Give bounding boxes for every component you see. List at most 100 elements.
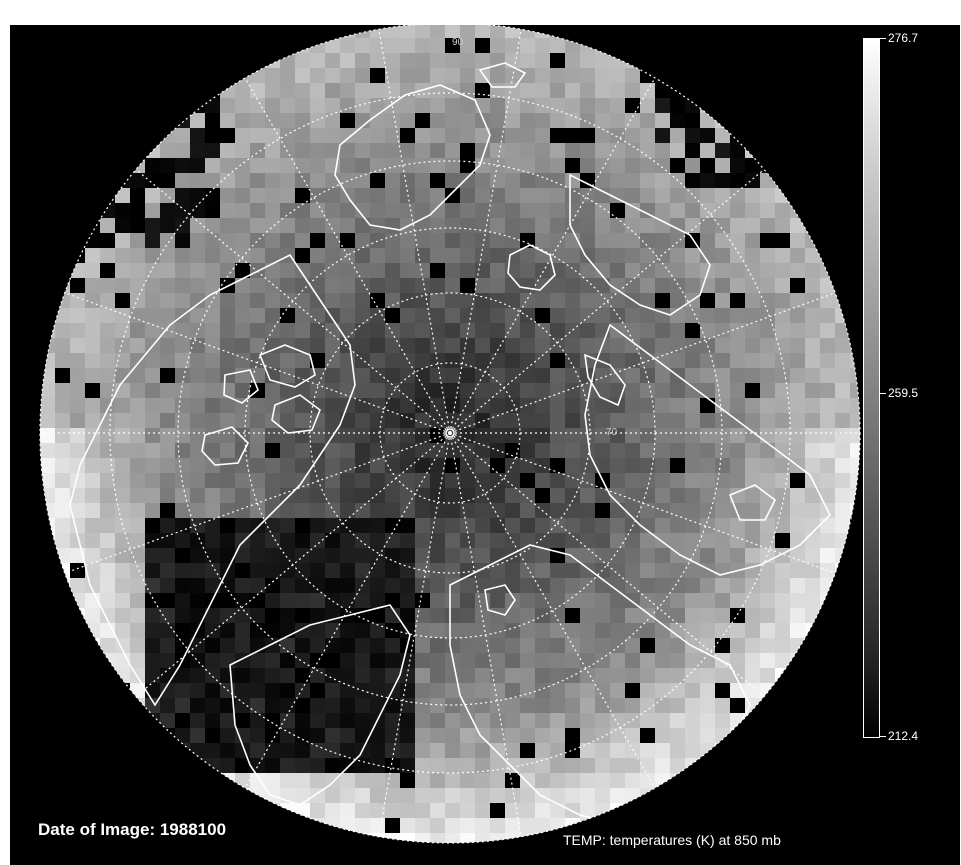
temperature-cell <box>490 773 505 788</box>
temperature-cell <box>550 98 565 113</box>
temperature-cell <box>265 698 280 713</box>
temperature-cell <box>565 53 580 68</box>
temperature-cell <box>610 443 625 458</box>
temperature-cell <box>325 278 340 293</box>
temperature-cell <box>490 25 505 38</box>
temperature-cell <box>115 443 130 458</box>
temperature-cell <box>220 398 235 413</box>
temperature-cell <box>835 428 850 443</box>
temperature-cell <box>265 743 280 758</box>
temperature-cell <box>565 428 580 443</box>
temperature-cell <box>130 263 145 278</box>
temperature-cell <box>145 203 160 218</box>
temperature-cell <box>550 398 565 413</box>
temperature-cell <box>595 233 610 248</box>
temperature-cell <box>55 293 70 308</box>
temperature-cell <box>325 458 340 473</box>
temperature-cell <box>430 143 445 158</box>
temperature-cell <box>445 623 460 638</box>
temperature-cell <box>445 263 460 278</box>
temperature-cell <box>670 743 685 758</box>
temperature-cell <box>565 413 580 428</box>
temperature-cell <box>220 323 235 338</box>
temperature-cell <box>190 323 205 338</box>
temperature-cell <box>475 443 490 458</box>
temperature-cell <box>340 458 355 473</box>
temperature-cell <box>475 698 490 713</box>
temperature-cell <box>460 293 475 308</box>
temperature-cell <box>100 488 115 503</box>
temperature-cell <box>805 248 820 263</box>
temperature-cell <box>235 233 250 248</box>
temperature-cell <box>175 638 190 653</box>
temperature-cell <box>580 728 595 743</box>
temperature-cell <box>310 83 325 98</box>
temperature-cell <box>250 488 265 503</box>
temperature-cell <box>625 743 640 758</box>
temperature-cell <box>235 173 250 188</box>
temperature-cell <box>445 38 460 53</box>
temperature-cell <box>685 623 700 638</box>
temperature-cell <box>310 68 325 83</box>
temperature-cell <box>535 38 550 53</box>
temperature-cell <box>40 293 55 308</box>
temperature-cell <box>325 293 340 308</box>
temperature-cell <box>415 638 430 653</box>
temperature-cell <box>340 773 355 788</box>
temperature-cell <box>685 743 700 758</box>
temperature-cell <box>640 368 655 383</box>
temperature-cell <box>205 428 220 443</box>
date-of-image-label: Date of Image: 1988100 <box>38 820 227 839</box>
temperature-cell <box>610 353 625 368</box>
temperature-cell <box>640 323 655 338</box>
temperature-cell <box>460 803 475 818</box>
temperature-cell <box>385 128 400 143</box>
temperature-cell <box>385 173 400 188</box>
temperature-cell <box>760 158 775 173</box>
temperature-cell <box>580 98 595 113</box>
temperature-cell <box>535 338 550 353</box>
temperature-cell <box>610 488 625 503</box>
temperature-cell <box>550 203 565 218</box>
temperature-cell <box>520 398 535 413</box>
temperature-cell <box>400 833 415 843</box>
temperature-cell <box>385 188 400 203</box>
temperature-cell <box>100 218 115 233</box>
temperature-cell <box>70 323 85 338</box>
temperature-cell <box>760 518 775 533</box>
temperature-cell <box>370 293 385 308</box>
temperature-cell <box>235 698 250 713</box>
temperature-cell <box>640 308 655 323</box>
temperature-cell <box>205 473 220 488</box>
temperature-cell <box>190 758 205 773</box>
temperature-cell <box>505 743 520 758</box>
temperature-cell <box>370 743 385 758</box>
temperature-cell <box>400 353 415 368</box>
temperature-cell <box>445 338 460 353</box>
temperature-cell <box>655 263 670 278</box>
temperature-cell <box>100 503 115 518</box>
temperature-cell <box>820 353 835 368</box>
temperature-cell <box>595 533 610 548</box>
temperature-cell <box>550 158 565 173</box>
temperature-cell <box>100 473 115 488</box>
temperature-cell <box>490 653 505 668</box>
temperature-cell <box>190 503 205 518</box>
temperature-cell <box>235 203 250 218</box>
temperature-cell <box>670 68 685 83</box>
temperature-cell <box>205 638 220 653</box>
temperature-cell <box>355 548 370 563</box>
temperature-cell <box>760 383 775 398</box>
temperature-cell <box>250 803 265 818</box>
temperature-cell <box>745 353 760 368</box>
temperature-cell <box>565 758 580 773</box>
temperature-cell <box>250 458 265 473</box>
temperature-cell <box>670 113 685 128</box>
temperature-cell <box>130 368 145 383</box>
temperature-cell <box>115 218 130 233</box>
temperature-cell <box>715 548 730 563</box>
temperature-cell <box>310 158 325 173</box>
temperature-cell <box>415 398 430 413</box>
temperature-cell <box>310 143 325 158</box>
temperature-cell <box>190 683 205 698</box>
